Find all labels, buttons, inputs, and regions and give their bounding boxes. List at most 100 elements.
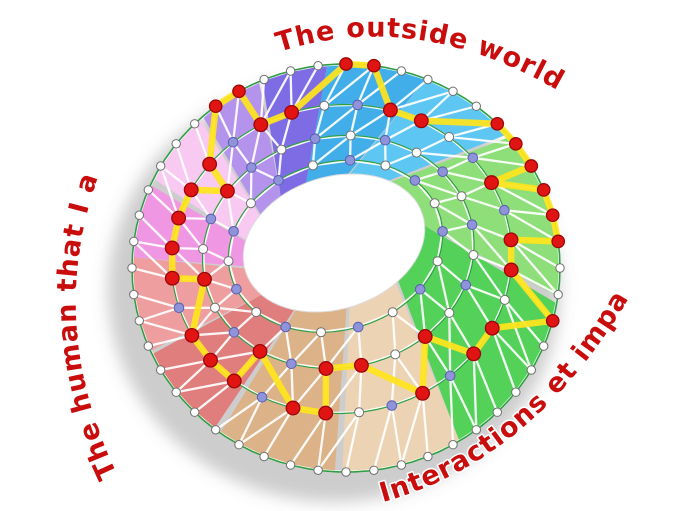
mesh-node-purple [409, 175, 421, 186]
mesh-node-purple [414, 284, 426, 295]
mesh-node-white [251, 307, 262, 318]
mesh-node-white [448, 86, 458, 97]
path-node-red [318, 361, 334, 376]
mesh-node-white [313, 465, 323, 475]
mesh-node-white [555, 263, 565, 273]
mesh-node-white [156, 365, 166, 375]
mesh-node-white [259, 74, 269, 85]
path-node-red [382, 102, 398, 118]
path-node-red [417, 329, 433, 344]
sector-green-bright [398, 225, 557, 441]
mesh-node-white [316, 327, 326, 338]
sector-tan-light [342, 283, 460, 472]
path-node-red [415, 385, 431, 401]
sector-red-dark [152, 294, 295, 429]
mesh-node-white [444, 307, 455, 318]
mesh-node-white [539, 341, 549, 351]
mesh-node-purple [246, 162, 257, 173]
path-node-red [503, 232, 519, 248]
path-node-red [164, 240, 180, 256]
mesh-node-white [198, 244, 209, 254]
path-node-red [184, 327, 200, 343]
path-node-red [253, 117, 269, 133]
mesh-node-purple [460, 279, 472, 291]
mesh-node-purple [273, 175, 284, 186]
mesh-node-white [390, 349, 401, 360]
mesh-node-purple [437, 166, 449, 177]
mesh-node-white [210, 302, 220, 313]
mesh-node-white [285, 66, 296, 76]
path-node-red [226, 373, 242, 389]
mesh-node-white [396, 66, 407, 76]
mesh-node-white [223, 256, 234, 267]
mesh-node-white [429, 198, 440, 209]
path-node-red [490, 116, 505, 131]
mesh-node-purple [437, 226, 448, 237]
mesh-node-purple [280, 321, 291, 333]
sector-green-light [391, 136, 560, 297]
mesh-node-white [499, 294, 510, 305]
mesh-node-purple [386, 400, 398, 411]
mesh-node-white [456, 191, 467, 202]
path-node-red [164, 270, 180, 286]
mesh-node-purple [499, 204, 510, 216]
path-node-red [284, 104, 300, 120]
mesh-node-white [345, 130, 356, 141]
path-node-red [536, 183, 551, 197]
mesh-node-white [511, 387, 521, 397]
mesh-node-white [134, 316, 145, 326]
mesh-node-purple [227, 136, 239, 148]
path-node-red [232, 84, 246, 99]
mesh-node-white [432, 256, 443, 267]
mesh-node-white [471, 101, 481, 111]
path-node-red [183, 182, 199, 198]
mesh-node-white [127, 263, 137, 273]
mesh-node-white [134, 210, 145, 220]
path-node-red [202, 156, 218, 172]
mesh-node-purple [344, 155, 356, 166]
mesh-node-white [259, 451, 269, 462]
path-node-red [208, 99, 223, 114]
mesh-node-white [211, 425, 221, 435]
mesh-node-white [245, 198, 256, 209]
mesh-node-purple [352, 321, 364, 333]
mesh-node-white [492, 407, 502, 417]
path-node-red [524, 159, 539, 173]
path-node-red [171, 210, 187, 226]
mesh-node-white [411, 147, 422, 158]
donut-hole [242, 173, 426, 313]
path-node-red [219, 183, 235, 199]
path-node-red [367, 58, 381, 73]
mesh-node-white [423, 74, 433, 85]
mesh-node-white [341, 467, 351, 477]
mesh-node-purple [231, 283, 242, 295]
path-node-red [339, 57, 353, 71]
green-ring-3 [227, 159, 444, 333]
mesh-node-purple [256, 391, 268, 403]
mesh-node-white [319, 100, 330, 111]
mesh-node-white [444, 132, 455, 142]
sector-blue-dark [306, 64, 427, 183]
mesh-node-purple [286, 358, 297, 370]
path-node-red [545, 313, 560, 328]
mesh-node-purple [466, 219, 478, 230]
mesh-node-white [276, 144, 287, 155]
sector-pink-light [153, 118, 260, 241]
mesh-node-white [396, 460, 407, 470]
label-human-that-i-am: The human that I am [0, 0, 124, 484]
mesh-node-purple [309, 133, 321, 144]
torus-layer [108, 57, 566, 502]
path-node-red [285, 400, 301, 416]
mesh-node-white [171, 139, 181, 149]
mesh-node-white [190, 119, 200, 129]
path-node-red [197, 271, 212, 287]
path-node-red [484, 320, 500, 336]
mesh-node-white [369, 465, 379, 475]
mesh-node-white [553, 289, 563, 300]
mesh-node-white [354, 407, 365, 418]
mesh-node-white [171, 387, 181, 397]
path-node-red [252, 343, 268, 359]
mesh-node-white [448, 440, 458, 450]
mesh-node-white [468, 250, 479, 260]
